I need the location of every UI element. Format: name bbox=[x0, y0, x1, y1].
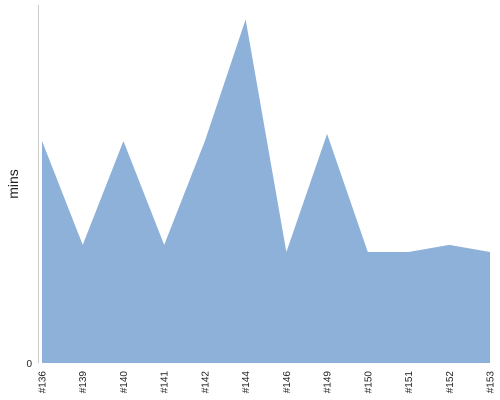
x-tick-label: #144 bbox=[241, 371, 252, 394]
x-tick-label: #149 bbox=[323, 371, 334, 394]
x-tick-label: #139 bbox=[78, 371, 89, 394]
x-tick-label: #142 bbox=[200, 371, 211, 394]
x-tick-label: #140 bbox=[119, 371, 130, 394]
y-tick-label: 0 bbox=[26, 359, 32, 370]
x-tick-label: #153 bbox=[486, 371, 497, 394]
x-tick-label: #150 bbox=[363, 371, 374, 394]
y-axis-ticks: 0 bbox=[26, 359, 32, 370]
x-tick-label: #146 bbox=[282, 371, 293, 394]
x-axis-ticks: #136 #139 #140 #141 #142 #144 #146 #149 #150 #151… bbox=[38, 371, 497, 394]
x-tick-label: #136 bbox=[38, 371, 49, 394]
x-tick-label: #151 bbox=[404, 371, 415, 394]
y-axis-title: mins bbox=[5, 169, 21, 199]
x-tick-label: #152 bbox=[445, 371, 456, 394]
series-area bbox=[42, 19, 490, 363]
x-tick-label: #141 bbox=[160, 371, 171, 394]
